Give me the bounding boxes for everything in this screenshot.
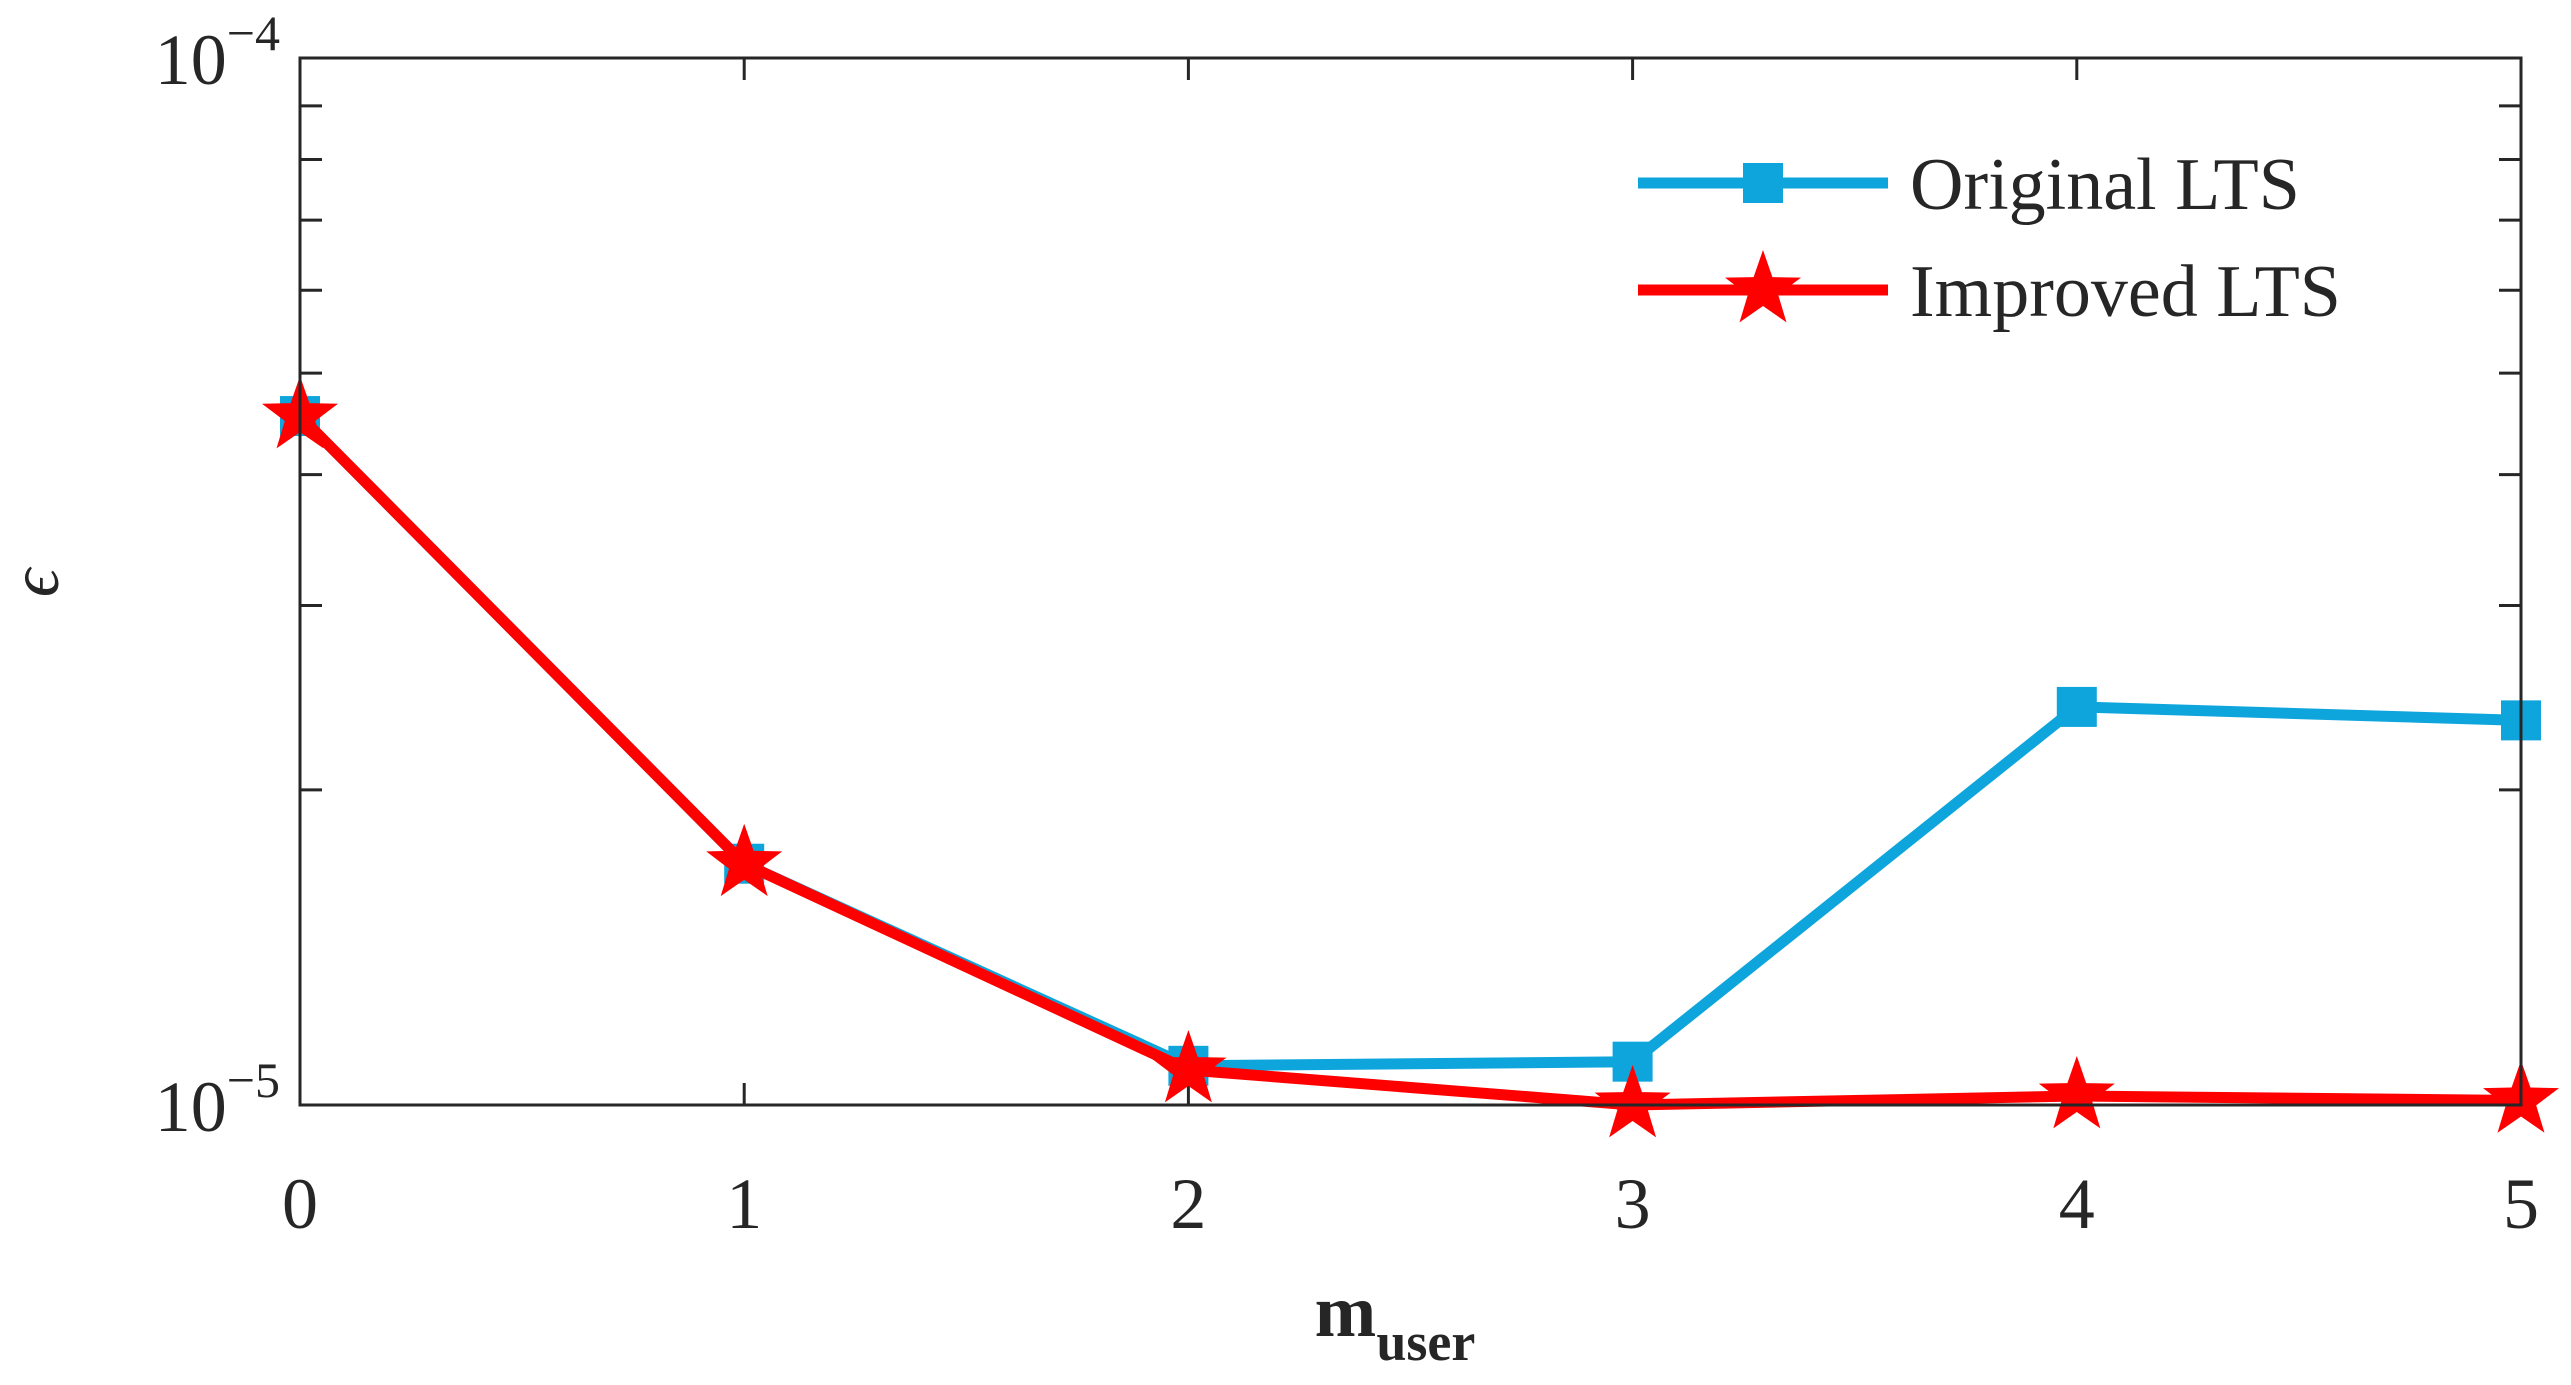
x-tick-label: 5	[2503, 1164, 2539, 1244]
x-tick-labels: 0 1 2 3 4 5	[282, 1164, 2539, 1244]
star-marker	[706, 823, 783, 897]
y-tick-label-exponent: −5	[227, 1052, 280, 1108]
y-tick-label-exponent: −4	[227, 5, 280, 61]
star-marker	[1150, 1030, 1227, 1103]
x-tick-label: 4	[2059, 1164, 2095, 1244]
y-tick-label-base: 10	[155, 20, 227, 100]
square-marker	[2056, 686, 2097, 727]
x-axis-label-subscript: user	[1376, 1312, 1475, 1372]
y-tick-label: 10−5	[155, 1052, 280, 1147]
x-tick-label: 2	[1170, 1164, 1206, 1244]
plot-series	[262, 376, 2559, 1138]
star-marker	[1594, 1065, 1671, 1138]
x-tick-label: 0	[282, 1164, 318, 1244]
legend-label: Original LTS	[1910, 144, 2300, 226]
y-tick-labels: 10−510−4	[155, 5, 280, 1147]
square-marker	[1743, 163, 1783, 203]
legend-entry: Improved LTS	[1638, 250, 2341, 333]
star-marker	[2038, 1056, 2115, 1129]
y-axis-label: ϵ	[0, 566, 74, 597]
legend-label: Improved LTS	[1910, 251, 2341, 333]
plot-area-frame	[298, 56, 2523, 1107]
x-tick-label: 1	[726, 1164, 762, 1244]
series-line	[296, 412, 2522, 1111]
x-axis-label-main: m	[1315, 1271, 1377, 1353]
x-axis-label: muser	[1315, 1271, 1476, 1372]
legend-entry: Original LTS	[1638, 144, 2300, 226]
legend: Original LTS Improved LTS	[1638, 144, 2341, 333]
x-tick-label: 3	[1615, 1164, 1651, 1244]
y-tick-label: 10−4	[155, 5, 280, 100]
y-tick-label-base: 10	[155, 1067, 227, 1147]
star-marker	[1725, 250, 1801, 323]
